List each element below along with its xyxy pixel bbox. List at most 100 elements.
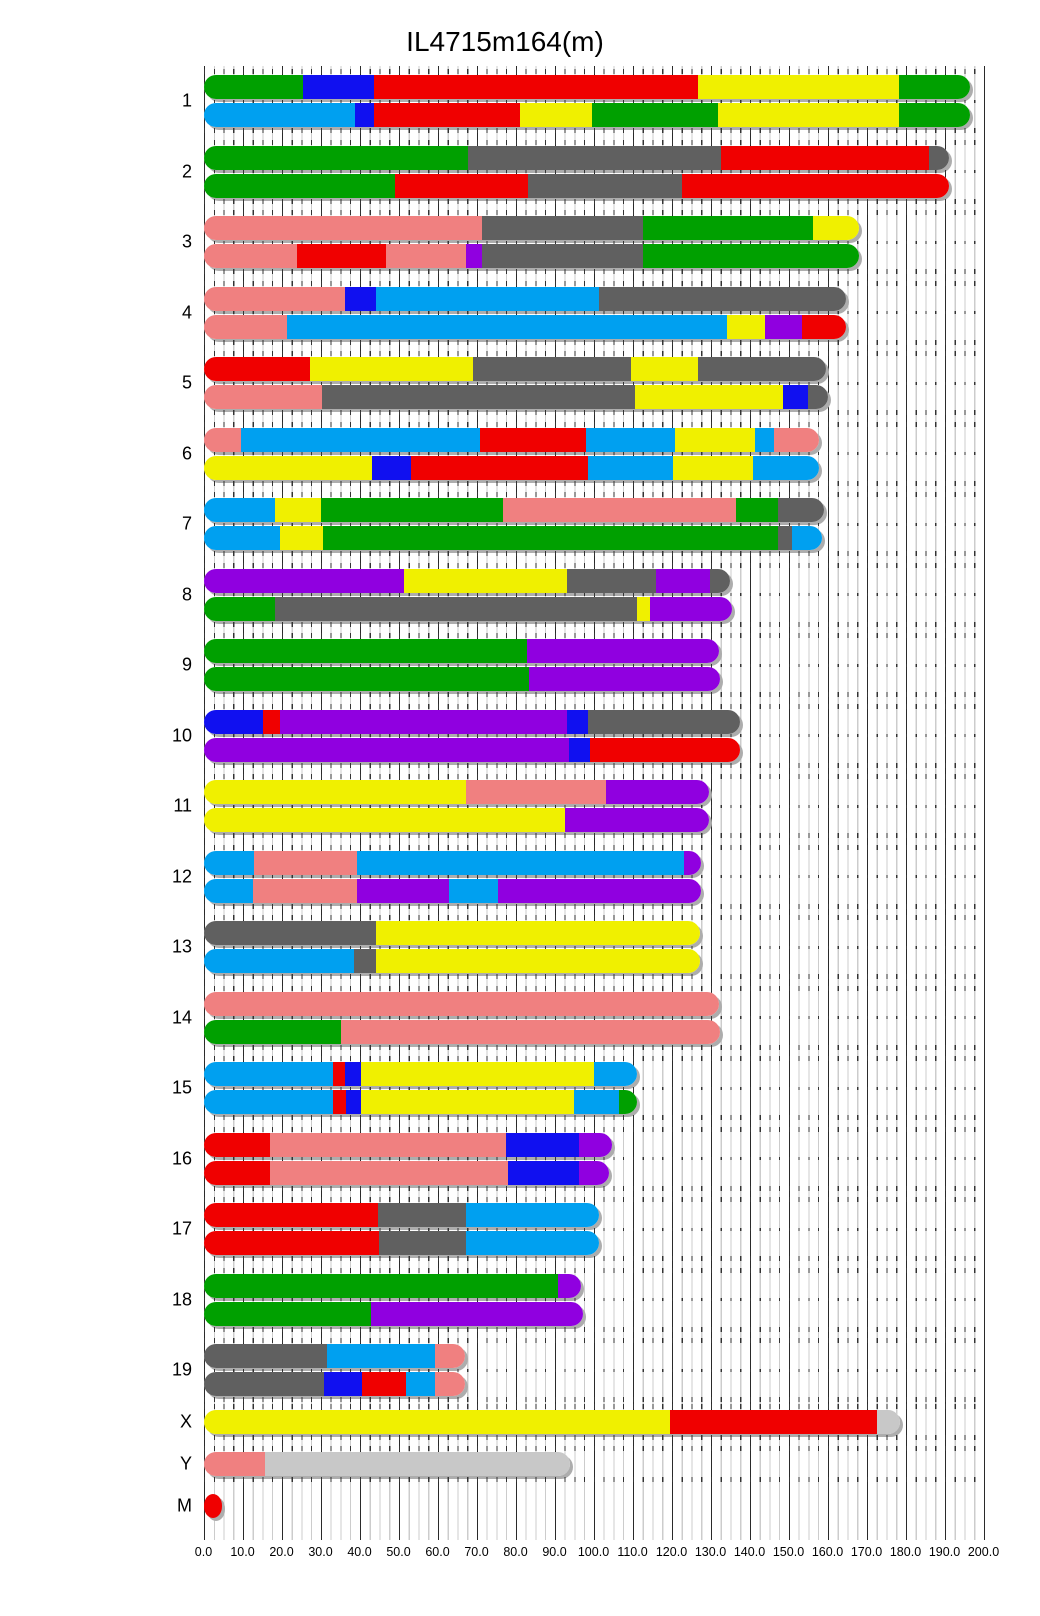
- segment-CAST: [323, 526, 779, 550]
- segment-NZO: [203, 878, 254, 903]
- segment-WSB: [579, 1160, 610, 1185]
- ruler-ticks: [203, 1298, 984, 1301]
- chromosome-19-bar: [203, 1344, 465, 1368]
- ruler-ticks: [203, 1115, 984, 1120]
- segment-PWK: [479, 427, 587, 452]
- axis-tick-label: 10.0: [230, 1545, 255, 1559]
- segment-B6: [322, 385, 636, 409]
- chromosome-18-bar: [203, 1273, 582, 1298]
- chromosome-13-bar: [203, 949, 701, 973]
- ruler-ticks: [203, 551, 984, 556]
- ruler-ticks: [203, 1227, 984, 1231]
- chromosome-13-bar: [203, 921, 701, 945]
- segment-NZO: [375, 286, 600, 311]
- segment-129: [203, 385, 323, 409]
- segment-129: [203, 286, 346, 311]
- ruler-ticks: [203, 562, 984, 568]
- segment-AJ: [280, 526, 324, 550]
- segment-AJ: [361, 1062, 595, 1086]
- segment-NZO: [203, 949, 355, 973]
- axis-tick-label: 130.0: [694, 1545, 727, 1559]
- segment-B6: [203, 1344, 328, 1368]
- segment-CAST: [203, 1273, 559, 1298]
- segment-WSB: [650, 596, 732, 621]
- segment-NOD: [346, 1090, 362, 1114]
- segment-CAST: [899, 75, 971, 99]
- segment-WSB: [528, 667, 721, 691]
- segment-CAST: [203, 75, 304, 99]
- chromosome-12-bar: [203, 850, 701, 875]
- segment-AJ: [203, 780, 467, 804]
- segment-B6: [481, 244, 644, 268]
- segment-AJ: [698, 75, 900, 99]
- segment-CAST: [643, 244, 859, 268]
- segment-PWK: [203, 1231, 380, 1255]
- chromosome-2-bar: [203, 145, 950, 170]
- ruler-ticks: [203, 1397, 984, 1402]
- chromosome-9-bar: [203, 667, 721, 691]
- axis-tick-label: 160.0: [811, 1545, 844, 1559]
- segment-PWK: [203, 1203, 379, 1227]
- segment-AJ: [275, 498, 321, 522]
- ruler-ticks: [203, 844, 984, 850]
- segment-PWK: [362, 1372, 406, 1396]
- segment-NZO: [203, 1090, 334, 1114]
- axis-tick-label: 100.0: [577, 1545, 610, 1559]
- chromosome-label-11: 11: [173, 795, 192, 816]
- segment-NOD: [355, 103, 375, 127]
- chromosome-15-bar: [203, 1062, 637, 1086]
- segment-129: [435, 1344, 465, 1368]
- segment-CAST: [619, 1090, 638, 1114]
- segment-B6: [473, 357, 632, 381]
- ruler-ticks: [203, 1404, 984, 1409]
- chromosome-5-bar: [203, 357, 826, 381]
- segment-AJ: [403, 568, 568, 593]
- segment-129: [203, 1452, 266, 1476]
- chromosome-label-2: 2: [181, 161, 192, 181]
- chromosome-label-14: 14: [171, 1007, 192, 1027]
- segment-B6: [709, 568, 731, 593]
- segment-129: [203, 244, 298, 268]
- chromosome-3-bar: [203, 216, 859, 240]
- segment-129: [773, 427, 819, 452]
- segment-NOD: [324, 1372, 363, 1396]
- axis-tick-label: 50.0: [386, 1545, 411, 1559]
- chromosome-label-19: 19: [171, 1359, 192, 1380]
- chromosome-17-bar: [203, 1203, 599, 1227]
- chromosome-label-18: 18: [171, 1289, 192, 1309]
- segment-NZO: [466, 1231, 599, 1255]
- segment-NOD: [567, 709, 589, 734]
- segment-PWK: [410, 455, 589, 480]
- segment-AJ: [634, 385, 784, 409]
- segment-PWK: [373, 75, 699, 99]
- segment-WSB: [203, 737, 570, 762]
- segment-PWK: [589, 737, 740, 762]
- axis-tick-label: 60.0: [425, 1545, 450, 1559]
- segment-NZO: [326, 1344, 436, 1368]
- ruler-ticks: [203, 381, 984, 385]
- chromosome-4-bar: [203, 286, 847, 311]
- segment-129: [466, 780, 607, 804]
- chromosome-3-bar: [203, 244, 859, 268]
- segment-AJ: [375, 921, 701, 945]
- segment-WSB: [370, 1301, 583, 1326]
- segment-129: [269, 1160, 509, 1185]
- segment-NOD: [783, 385, 809, 409]
- ruler-ticks: [203, 1476, 984, 1482]
- segment-CAST: [203, 667, 530, 691]
- chromosome-label-17: 17: [171, 1218, 192, 1239]
- chromosome-8-bar: [203, 596, 732, 621]
- segment-WSB: [497, 878, 701, 903]
- chromosome-14-bar: [203, 991, 720, 1016]
- ruler-ticks: [203, 421, 984, 427]
- ruler-ticks: [203, 762, 984, 768]
- chromosome-16-bar: [203, 1160, 610, 1185]
- segment-AJ: [520, 103, 593, 127]
- ruler-ticks: [203, 1267, 984, 1273]
- segment-PWK: [297, 244, 387, 268]
- segment-PWK: [263, 709, 281, 734]
- ruler-ticks: [203, 1126, 984, 1132]
- segment-WSB: [465, 244, 483, 268]
- segment-CAST: [735, 498, 779, 522]
- segment-PWK: [203, 1160, 271, 1185]
